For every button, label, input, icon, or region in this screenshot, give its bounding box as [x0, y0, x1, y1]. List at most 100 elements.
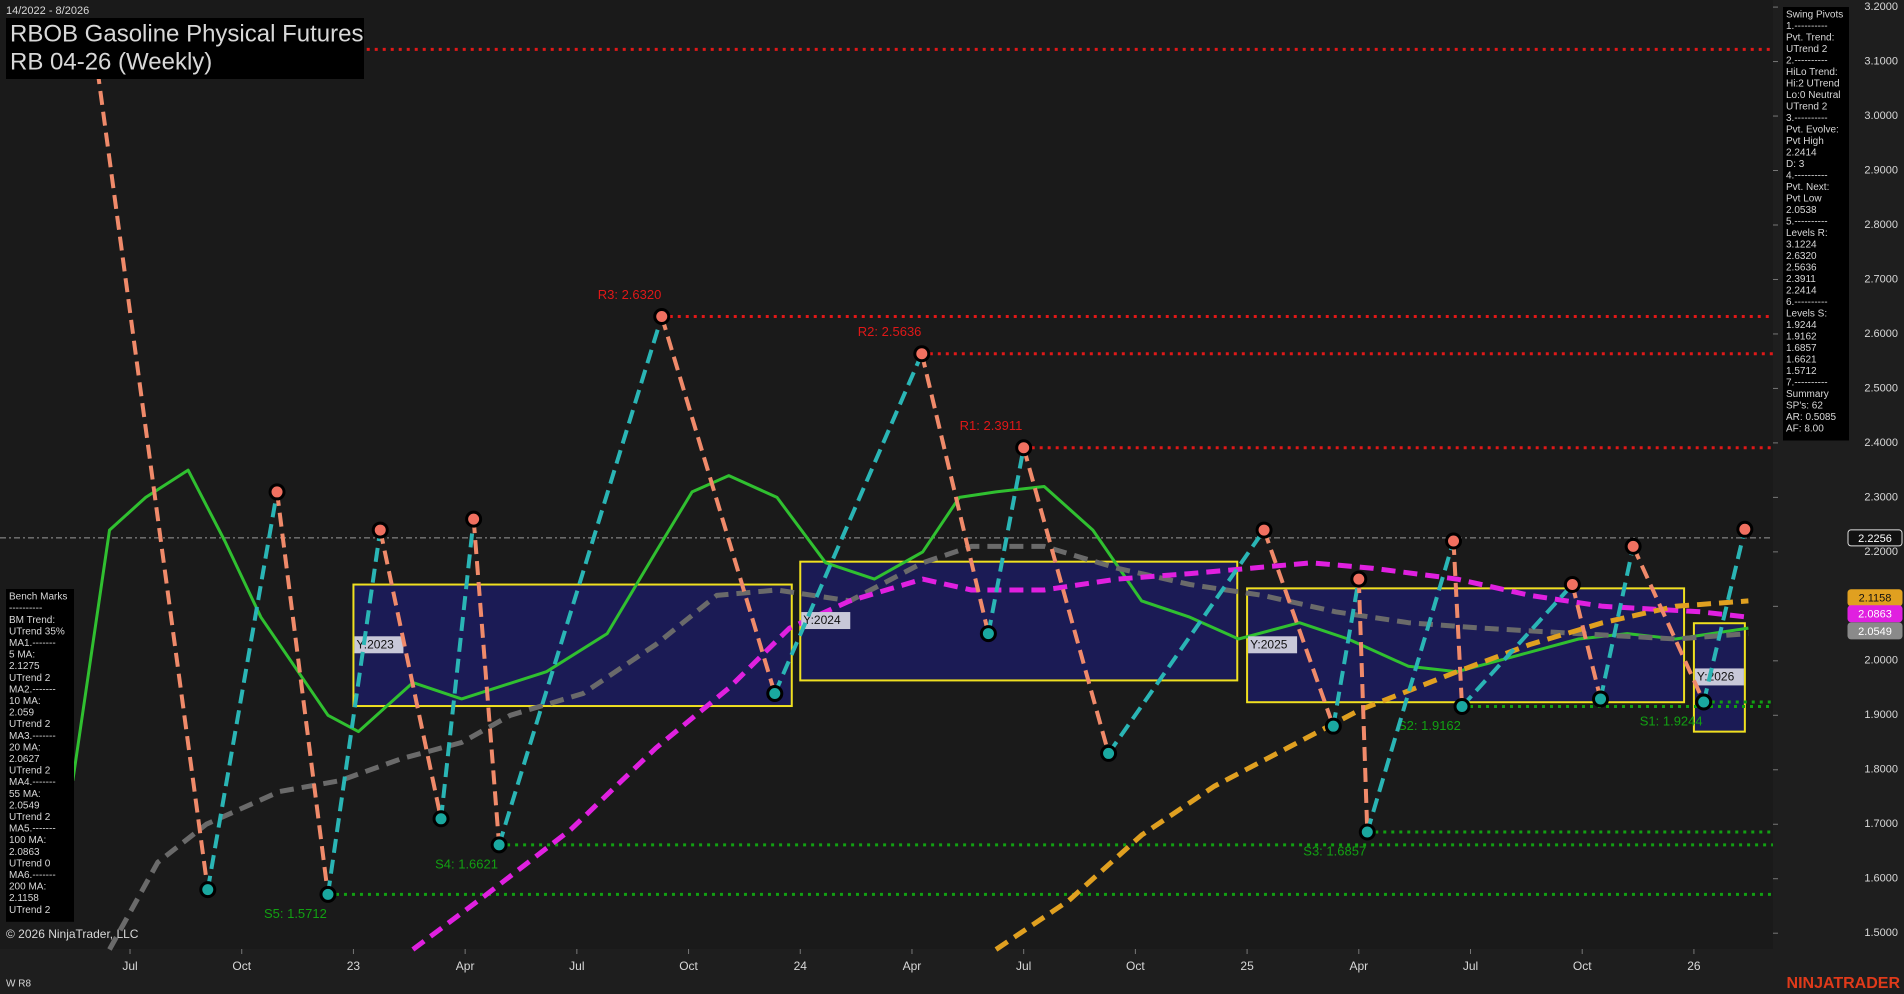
info-line: 2.0627 — [9, 754, 40, 765]
pivot-high — [653, 308, 671, 326]
y-tick-label: 1.9000 — [1864, 709, 1898, 721]
swing-leg — [1331, 578, 1361, 727]
info-line: 55 MA: — [9, 789, 41, 800]
level-label: R2: 2.5636 — [858, 324, 922, 339]
y-tick-label: 1.7000 — [1864, 818, 1898, 830]
level-label: S3: 1.6857 — [1303, 843, 1366, 858]
info-line: Bench Marks — [9, 592, 67, 603]
info-line: 1.6621 — [1786, 355, 1817, 366]
info-panel — [1783, 7, 1849, 441]
y-tick-label: 2.6000 — [1864, 328, 1898, 340]
level-label: S4: 1.6621 — [435, 856, 498, 871]
swing-leg — [1365, 540, 1456, 833]
pivot-low — [432, 810, 450, 828]
info-line: Hi:2 UTrend — [1786, 79, 1840, 90]
pivot-high — [913, 345, 931, 363]
swing-leg — [471, 519, 502, 846]
chart-subtitle: RB 04-26 (Weekly) — [10, 48, 212, 75]
y-tick-label: 2.5000 — [1864, 382, 1898, 394]
pivot-high — [1736, 520, 1754, 538]
info-line: ---------- — [9, 603, 42, 614]
level-label: S1: 1.9244 — [1640, 713, 1703, 728]
price-tag-label: 2.0549 — [1858, 626, 1892, 638]
x-tick-label: Apr — [456, 959, 475, 973]
front-layer: 3.2000 3.1000 3.0000 2.9000 2.8000 2.7000 2.60… — [6, 1, 1903, 973]
x-tick-label: Jul — [1463, 959, 1478, 973]
info-line: Pvt Low — [1786, 194, 1822, 205]
swing-leg — [659, 315, 777, 695]
info-line: UTrend 35% — [9, 626, 65, 637]
moving-average — [411, 560, 1749, 952]
info-line: 100 MA: — [9, 835, 46, 846]
x-tick-label: Jul — [122, 959, 137, 973]
pivot-low — [1324, 717, 1342, 735]
pivot-high — [1563, 576, 1581, 594]
x-tick-label: 23 — [347, 959, 361, 973]
info-line: Pvt. Evolve: — [1786, 125, 1839, 136]
info-line: SP's: 62 — [1786, 401, 1823, 412]
swing-leg — [275, 491, 330, 895]
info-line: 4.---------- — [1786, 171, 1828, 182]
y-tick-label: 2.7000 — [1864, 273, 1898, 285]
swing-leg — [205, 491, 280, 890]
y-tick-label: 2.4000 — [1864, 437, 1898, 449]
info-line: UTrend 2 — [9, 812, 51, 823]
info-line: Levels R: — [1786, 228, 1828, 239]
x-tick-label: Oct — [1126, 959, 1145, 973]
info-line: 2.2414 — [1786, 286, 1817, 297]
x-tick-label: 24 — [794, 959, 808, 973]
year-label: Y:2025 — [1250, 637, 1288, 651]
price-tag-label: 2.1158 — [1859, 593, 1892, 605]
swing-leg — [919, 353, 991, 635]
pivot-high — [1445, 532, 1463, 550]
x-tick-label: Apr — [903, 959, 922, 973]
info-line: 1.9244 — [1786, 320, 1817, 331]
y-tick-label: 2.3000 — [1864, 491, 1898, 503]
y-tick-label: 2.8000 — [1864, 219, 1898, 231]
pivot-low — [766, 685, 784, 702]
info-line: MA5.------- — [9, 824, 56, 835]
swing-leg — [1631, 545, 1706, 703]
info-line: MA2.------- — [9, 684, 56, 695]
y-tick-label: 3.1000 — [1864, 55, 1898, 67]
swing-leg — [439, 518, 476, 820]
pivot-low — [199, 881, 217, 899]
info-line: AR: 0.5085 — [1786, 412, 1836, 423]
info-line: 2.059 — [9, 708, 34, 719]
pivot-low — [319, 885, 337, 903]
year-label: Y:2024 — [803, 613, 841, 627]
x-tick-label: 25 — [1240, 959, 1254, 973]
info-panel — [6, 589, 74, 922]
x-tick-label: Jul — [569, 959, 584, 973]
info-line: UTrend 2 — [9, 673, 51, 684]
info-line: MA4.------- — [9, 777, 56, 788]
level-label: R3: 2.6320 — [598, 287, 662, 302]
info-line: Pvt High — [1786, 136, 1824, 147]
pivot-high — [1624, 537, 1642, 555]
info-line: UTrend 2 — [9, 719, 51, 730]
info-line: 2.2414 — [1786, 148, 1817, 159]
price-tag-label: 2.0863 — [1858, 609, 1892, 621]
info-line: UTrend 0 — [9, 858, 51, 869]
info-line: MA6.------- — [9, 870, 56, 881]
year-label: Y:2026 — [1697, 670, 1735, 684]
info-line: 2.0549 — [9, 800, 40, 811]
info-line: Pvt. Trend: — [1786, 33, 1834, 44]
year-box — [799, 560, 1239, 682]
swing-leg — [1106, 528, 1266, 755]
swing-leg — [1262, 529, 1336, 727]
pivot-low — [1453, 697, 1471, 715]
swing-leg — [1356, 579, 1370, 833]
pivot-low — [1592, 690, 1610, 708]
pivot-low — [1100, 744, 1118, 762]
info-line: UTrend 2 — [1786, 102, 1828, 113]
info-line: HiLo Trend: — [1786, 67, 1838, 78]
swing-leg — [378, 529, 443, 820]
plot-area — [0, 0, 1773, 949]
back-layer — [0, 6, 1778, 954]
year-label-box — [801, 612, 851, 630]
info-line: UTrend 2 — [9, 766, 51, 777]
info-line: 1.6857 — [1786, 343, 1817, 354]
